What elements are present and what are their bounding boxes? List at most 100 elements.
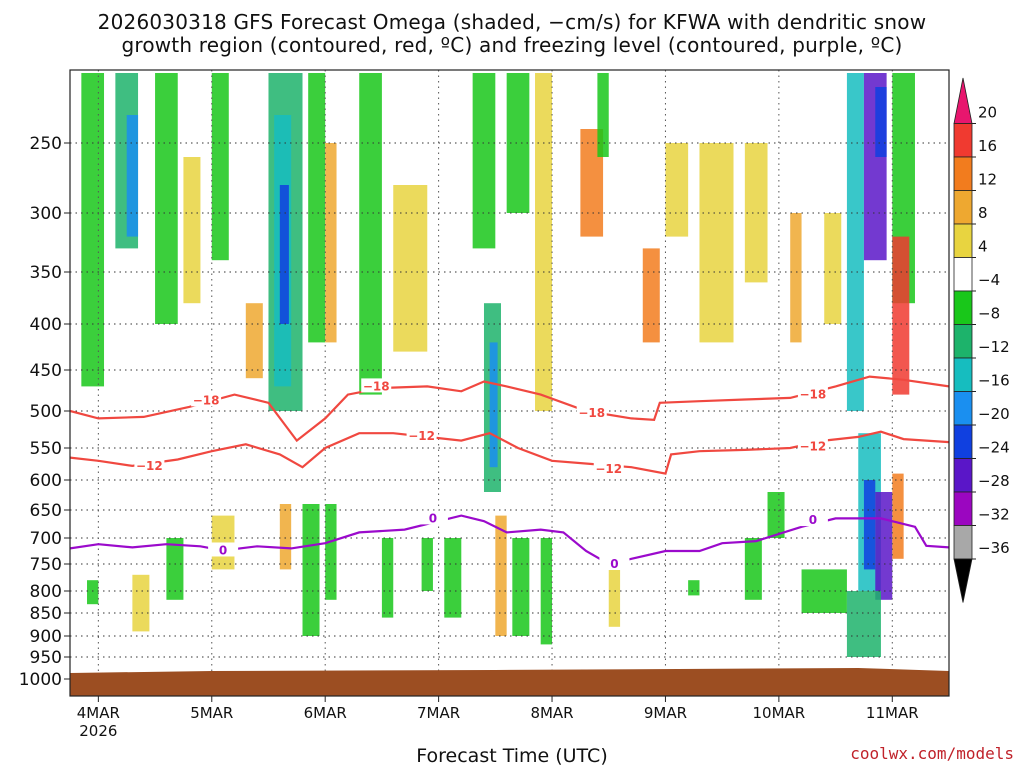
omega-shade-cell	[512, 538, 530, 636]
omega-shade-cell	[846, 73, 864, 411]
contour-label: −12	[408, 429, 435, 443]
contour-label: −12	[136, 459, 163, 473]
contour-label: −18	[363, 379, 390, 393]
omega-shade-cell	[166, 538, 184, 600]
omega-shade-cell	[540, 538, 553, 645]
credit-link[interactable]: coolwx.com/models	[850, 744, 1014, 763]
colorbar-label: −12	[978, 338, 1010, 356]
colorbar-label: 8	[978, 204, 988, 222]
chart-title-line-1: 2026030318 GFS Forecast Omega (shaded, −…	[97, 10, 927, 34]
omega-shade-cell	[642, 248, 660, 343]
colorbar-label: 16	[978, 137, 997, 155]
contour-label-bg	[593, 461, 624, 476]
omega-shade-cell	[846, 591, 881, 657]
colorbar-label: 4	[978, 238, 988, 256]
omega-shade-cell	[444, 538, 462, 618]
y-tick-label: 650	[30, 501, 62, 521]
omega-shade-cell	[325, 504, 337, 600]
contour-label: 0	[610, 557, 618, 571]
plot-area: −18 −18 −18 −18 −12 −12 −12 −12 0 0 0 0	[70, 70, 949, 696]
omega-shade-cell	[279, 185, 289, 324]
surface-ground	[70, 668, 949, 696]
contour-label-bg	[599, 556, 630, 570]
contour-minus18	[70, 375, 949, 443]
y-tick-label: 800	[30, 582, 62, 602]
colorbar-label: −24	[978, 439, 1010, 457]
omega-shade-cell	[183, 157, 201, 304]
omega-shade-cell	[87, 580, 99, 605]
omega-shade-cell	[892, 236, 910, 395]
omega-shade-cell	[302, 504, 320, 636]
contour-label: −12	[595, 462, 622, 476]
omega-shade-cell	[875, 87, 887, 157]
omega-shade-cell	[126, 115, 139, 237]
x-tick-label: 4MAR	[77, 704, 120, 722]
contour-label-bg	[797, 512, 828, 527]
omega-shade-cell	[767, 492, 785, 538]
plot-frame	[69, 69, 950, 697]
colorbar-label: −28	[978, 472, 1010, 490]
colorbar-label: 20	[978, 104, 997, 122]
omega-shade-cell	[597, 73, 609, 157]
omega-shade-cell	[81, 73, 105, 387]
omega-shade-cell	[608, 569, 621, 627]
y-tick-label: 400	[30, 315, 62, 335]
colorbar: 20 16 12 8 4 −4 −8 −12 −16 −20 −24 −28 −32 −36	[953, 77, 1010, 603]
y-tick-label: 350	[30, 263, 62, 283]
x-tick-sublabel: 2026	[79, 722, 117, 740]
x-axis-title: Forecast Time (UTC)	[416, 745, 608, 767]
omega-shade-cell	[506, 73, 530, 213]
omega-shade-cell	[279, 504, 292, 570]
colorbar-label: 12	[978, 171, 997, 189]
contour-label: 0	[219, 543, 227, 557]
omega-shade-cell	[325, 143, 337, 343]
omega-shade-cell	[245, 303, 263, 379]
colorbar-swatch	[953, 391, 973, 426]
omega-shade-cell	[535, 73, 553, 411]
contour-label-bg	[417, 510, 448, 525]
chart-title-line-2: growth region (contoured, red, ºC) and f…	[121, 33, 903, 57]
colorbar-swatch	[953, 458, 973, 493]
omega-shade-cell	[892, 473, 904, 559]
colorbar-swatch	[953, 290, 973, 325]
colorbar-label: −20	[978, 405, 1010, 423]
surface-ground-fill	[70, 668, 949, 696]
colorbar-label: −8	[978, 305, 1000, 323]
colorbar-swatch	[953, 190, 973, 225]
colorbar-swatch	[953, 156, 973, 191]
colorbar-swatch	[953, 123, 973, 158]
colorbar-swatch	[953, 491, 973, 526]
contour-label-bg	[797, 386, 828, 401]
omega-shading	[81, 73, 915, 657]
contour-label: 0	[809, 513, 817, 527]
omega-shade-cell	[699, 143, 734, 343]
omega-shade-cell	[744, 143, 768, 283]
x-tick-label: 8MAR	[530, 704, 573, 722]
y-tick-label: 950	[30, 648, 62, 668]
y-tick-label: 300	[30, 204, 62, 224]
contour-label-bg	[797, 438, 828, 453]
omega-shade-cell	[132, 574, 150, 632]
contour-label-bg	[576, 405, 607, 420]
y-tick-label: 600	[30, 471, 62, 491]
colorbar-label: −36	[978, 539, 1010, 557]
contour-label-bg	[361, 378, 392, 393]
y-tick-label: 500	[30, 402, 62, 422]
contour-label: −18	[800, 388, 827, 402]
omega-shade-cell	[308, 73, 326, 343]
colorbar-swatch	[953, 357, 973, 392]
colorbar-label: −4	[978, 271, 1000, 289]
x-tick-label: 5MAR	[190, 704, 233, 722]
omega-shade-cell	[489, 342, 498, 468]
omega-shade-cell	[824, 213, 842, 324]
contour-label: −12	[800, 440, 827, 454]
omega-shade-cell	[155, 73, 178, 324]
omega-shade-cell	[744, 538, 762, 600]
contour-label-bg	[406, 428, 437, 443]
omega-shade-cell	[875, 492, 893, 600]
x-tick-label: 7MAR	[417, 704, 460, 722]
x-tick-label: 11MAR	[866, 704, 919, 722]
contour-label: −18	[578, 406, 605, 420]
omega-shade-cell	[863, 480, 876, 570]
